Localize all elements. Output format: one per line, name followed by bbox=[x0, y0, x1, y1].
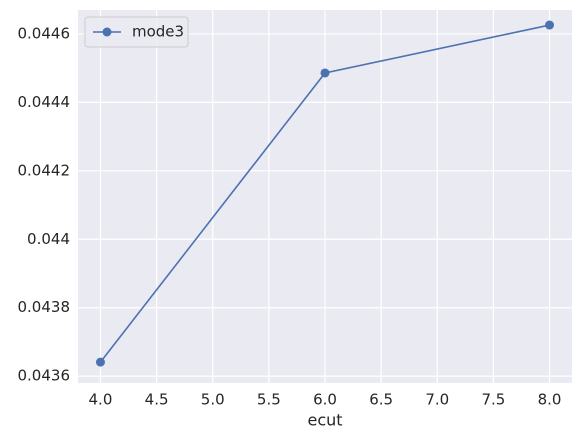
x-tick-label: 7.0 bbox=[425, 391, 449, 409]
data-point bbox=[545, 20, 555, 30]
x-tick-label: 7.5 bbox=[481, 391, 505, 409]
y-tick-label: 0.0436 bbox=[18, 367, 71, 385]
legend-label: mode3 bbox=[132, 23, 184, 41]
x-tick-label: 4.0 bbox=[89, 391, 113, 409]
data-point bbox=[320, 68, 330, 78]
x-tick-label: 6.5 bbox=[369, 391, 393, 409]
y-tick-label: 0.0446 bbox=[18, 24, 71, 42]
x-tick-label: 4.5 bbox=[145, 391, 169, 409]
data-point bbox=[95, 357, 105, 367]
legend-marker bbox=[102, 27, 112, 37]
x-axis-label: ecut bbox=[307, 411, 342, 430]
x-tick-label: 5.0 bbox=[201, 391, 225, 409]
y-tick-label: 0.0442 bbox=[18, 161, 71, 179]
y-tick-label: 0.0444 bbox=[18, 93, 71, 111]
y-tick-label: 0.0438 bbox=[18, 298, 71, 316]
legend-box bbox=[84, 16, 189, 48]
x-tick-label: 5.5 bbox=[257, 391, 281, 409]
x-tick-label: 6.0 bbox=[313, 391, 337, 409]
y-tick-label: 0.044 bbox=[27, 230, 70, 248]
x-tick-label: 8.0 bbox=[538, 391, 562, 409]
